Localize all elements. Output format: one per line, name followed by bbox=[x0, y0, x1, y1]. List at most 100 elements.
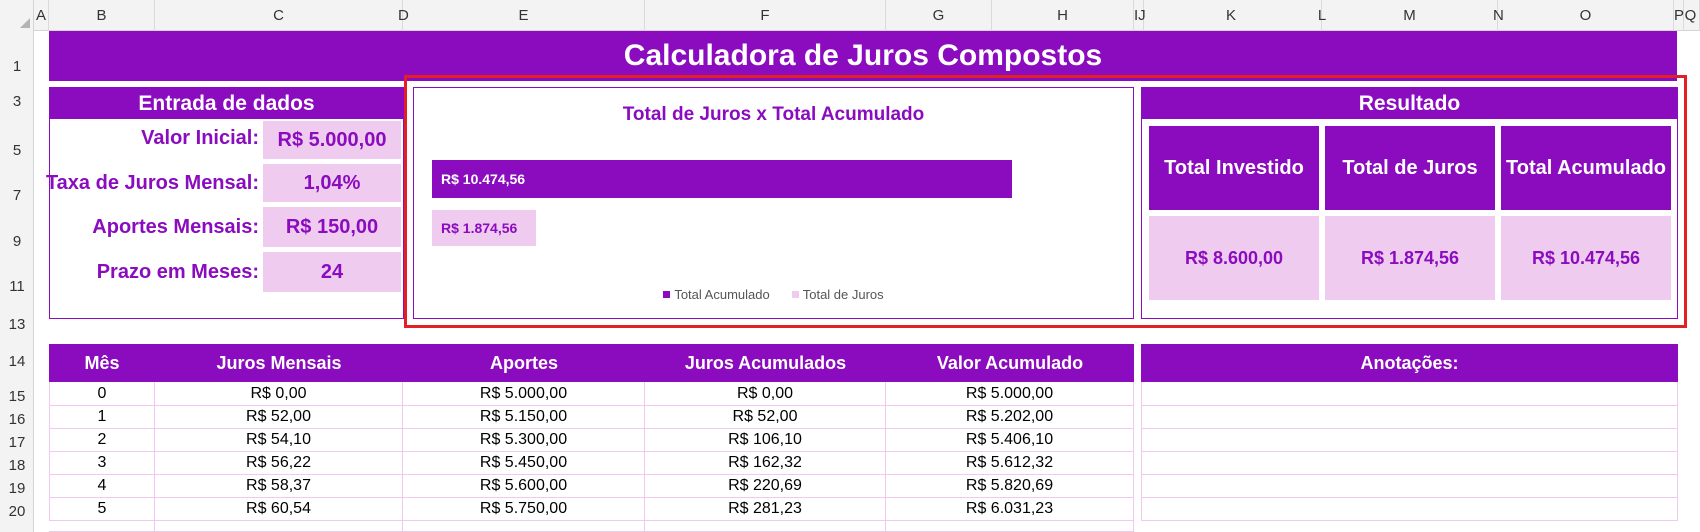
column-header-q[interactable]: Q bbox=[1682, 0, 1700, 31]
monthly-contribution-input[interactable]: R$ 150,00 bbox=[263, 207, 401, 247]
table-cell-month[interactable]: 0 bbox=[49, 382, 155, 406]
total-interest-value: R$ 1.874,56 bbox=[1325, 216, 1495, 300]
table-cell-contributions[interactable]: R$ 5.750,00 bbox=[403, 497, 645, 521]
table-cell-partial[interactable] bbox=[49, 520, 155, 532]
column-header-d[interactable]: D bbox=[398, 7, 409, 24]
table-cell-month[interactable]: 5 bbox=[49, 497, 155, 521]
table-cell-accumulated-value[interactable]: R$ 5.202,00 bbox=[886, 405, 1134, 429]
row-header-14[interactable]: 14 bbox=[8, 353, 26, 370]
interest-rate-input[interactable]: 1,04% bbox=[263, 164, 401, 202]
notes-line[interactable] bbox=[1141, 428, 1678, 452]
table-cell-accumulated-interest[interactable]: R$ 106,10 bbox=[645, 428, 886, 452]
bar-total-juros[interactable]: R$ 1.874,56 bbox=[432, 210, 536, 246]
column-header-k[interactable]: K bbox=[1141, 0, 1322, 31]
table-cell-monthly-interest[interactable]: R$ 58,37 bbox=[155, 474, 403, 498]
notes-line[interactable] bbox=[1141, 405, 1678, 429]
table-cell-month[interactable]: 3 bbox=[49, 451, 155, 475]
table-cell-accumulated-interest[interactable]: R$ 0,00 bbox=[645, 382, 886, 406]
row-header-18[interactable]: 18 bbox=[8, 457, 26, 474]
table-cell-month[interactable]: 4 bbox=[49, 474, 155, 498]
table-header-contributions: Aportes bbox=[403, 344, 645, 382]
row-header-17[interactable]: 17 bbox=[8, 434, 26, 451]
result-panel: Resultado Total Investido Total de Juros… bbox=[1141, 87, 1678, 319]
table-cell-month[interactable]: 1 bbox=[49, 405, 155, 429]
table-cell-contributions[interactable]: R$ 5.450,00 bbox=[403, 451, 645, 475]
table-cell-accumulated-interest[interactable]: R$ 162,32 bbox=[645, 451, 886, 475]
column-header-o[interactable]: O bbox=[1498, 0, 1674, 31]
table-cell-monthly-interest[interactable]: R$ 60,54 bbox=[155, 497, 403, 521]
notes-header: Anotações: bbox=[1141, 344, 1678, 382]
table-cell-accumulated-interest[interactable]: R$ 220,69 bbox=[645, 474, 886, 498]
column-header-h[interactable]: H bbox=[992, 0, 1134, 31]
notes-line[interactable] bbox=[1141, 451, 1678, 475]
notes-line[interactable] bbox=[1141, 497, 1678, 521]
table-cell-monthly-interest[interactable]: R$ 52,00 bbox=[155, 405, 403, 429]
data-label-total-acumulado: R$ 10.474,56 bbox=[441, 171, 526, 187]
total-invested-title: Total Investido bbox=[1149, 126, 1319, 210]
total-interest-title: Total de Juros bbox=[1325, 126, 1495, 210]
legend-item-total-acumulado: Total Acumulado bbox=[663, 287, 770, 302]
table-cell-accumulated-value[interactable]: R$ 5.820,69 bbox=[886, 474, 1134, 498]
table-cell-contributions[interactable]: R$ 5.300,00 bbox=[403, 428, 645, 452]
select-all-corner[interactable] bbox=[0, 0, 34, 31]
table-cell-accumulated-interest[interactable]: R$ 52,00 bbox=[645, 405, 886, 429]
row-header-3[interactable]: 3 bbox=[12, 93, 22, 110]
column-header-b[interactable]: B bbox=[49, 0, 155, 31]
initial-value-input[interactable]: R$ 5.000,00 bbox=[263, 121, 401, 159]
row-header-5[interactable]: 5 bbox=[12, 142, 22, 159]
row-header-15[interactable]: 15 bbox=[8, 388, 26, 405]
column-header-l[interactable]: L bbox=[1317, 7, 1327, 24]
table-cell-accumulated-value[interactable]: R$ 5.406,10 bbox=[886, 428, 1134, 452]
column-header-m[interactable]: M bbox=[1322, 0, 1498, 31]
row-header-11[interactable]: 11 bbox=[9, 278, 25, 295]
total-accumulated-value: R$ 10.474,56 bbox=[1501, 216, 1671, 300]
bar-total-acumulado[interactable]: R$ 10.474,56 bbox=[432, 160, 1012, 198]
row-header-9[interactable]: 9 bbox=[12, 233, 22, 250]
column-header-g[interactable]: G bbox=[886, 0, 992, 31]
row-header-1[interactable]: 1 bbox=[12, 58, 22, 75]
table-cell-accumulated-value[interactable]: R$ 5.612,32 bbox=[886, 451, 1134, 475]
total-accumulated-title: Total Acumulado bbox=[1501, 126, 1671, 210]
table-cell-month[interactable]: 2 bbox=[49, 428, 155, 452]
table-cell-contributions[interactable]: R$ 5.600,00 bbox=[403, 474, 645, 498]
row-header-16[interactable]: 16 bbox=[8, 411, 26, 428]
column-header-c[interactable]: C bbox=[155, 0, 403, 31]
table-cell-partial[interactable] bbox=[155, 520, 403, 532]
row-header-20[interactable]: 20 bbox=[8, 503, 26, 520]
row-header-19[interactable]: 19 bbox=[8, 480, 26, 497]
table-cell-partial[interactable] bbox=[645, 520, 886, 532]
notes-line[interactable] bbox=[1141, 382, 1678, 406]
bar-chart[interactable]: Total de Juros x Total Acumulado Total A… bbox=[413, 87, 1134, 319]
column-header-e[interactable]: E bbox=[403, 0, 645, 31]
table-cell-contributions[interactable]: R$ 5.000,00 bbox=[403, 382, 645, 406]
chart-legend: Total Acumulado Total de Juros bbox=[414, 287, 1133, 302]
table-cell-accumulated-value[interactable]: R$ 6.031,23 bbox=[886, 497, 1134, 521]
table-cell-partial[interactable] bbox=[403, 520, 645, 532]
legend-label-total-juros: Total de Juros bbox=[802, 287, 884, 302]
table-cell-monthly-interest[interactable]: R$ 54,10 bbox=[155, 428, 403, 452]
table-header-monthly-interest: Juros Mensais bbox=[155, 344, 403, 382]
legend-swatch-total-acumulado bbox=[663, 291, 671, 298]
table-cell-contributions[interactable]: R$ 5.150,00 bbox=[403, 405, 645, 429]
column-header-n[interactable]: N bbox=[1493, 7, 1504, 24]
column-header-f[interactable]: F bbox=[645, 0, 886, 31]
table-cell-monthly-interest[interactable]: R$ 56,22 bbox=[155, 451, 403, 475]
input-panel-header: Entrada de dados bbox=[50, 88, 403, 119]
term-months-label: Prazo em Meses: bbox=[96, 261, 259, 283]
monthly-contribution-label: Aportes Mensais: bbox=[92, 216, 259, 238]
result-panel-header: Resultado bbox=[1142, 88, 1677, 119]
column-header-a[interactable]: A bbox=[34, 0, 49, 31]
column-header-ij[interactable]: IJ bbox=[1134, 0, 1146, 31]
row-header-7[interactable]: 7 bbox=[12, 187, 22, 204]
column-header-p[interactable]: P bbox=[1674, 0, 1684, 31]
term-months-input[interactable]: 24 bbox=[263, 252, 401, 292]
table-cell-partial[interactable] bbox=[886, 520, 1134, 532]
row-header-13[interactable]: 13 bbox=[8, 316, 26, 333]
notes-line[interactable] bbox=[1141, 474, 1678, 498]
interest-rate-label: Taxa de Juros Mensal: bbox=[45, 172, 259, 194]
table-header-accumulated-interest: Juros Acumulados bbox=[645, 344, 886, 382]
table-cell-monthly-interest[interactable]: R$ 0,00 bbox=[155, 382, 403, 406]
legend-swatch-total-juros bbox=[791, 291, 799, 298]
table-cell-accumulated-value[interactable]: R$ 5.000,00 bbox=[886, 382, 1134, 406]
table-cell-accumulated-interest[interactable]: R$ 281,23 bbox=[645, 497, 886, 521]
